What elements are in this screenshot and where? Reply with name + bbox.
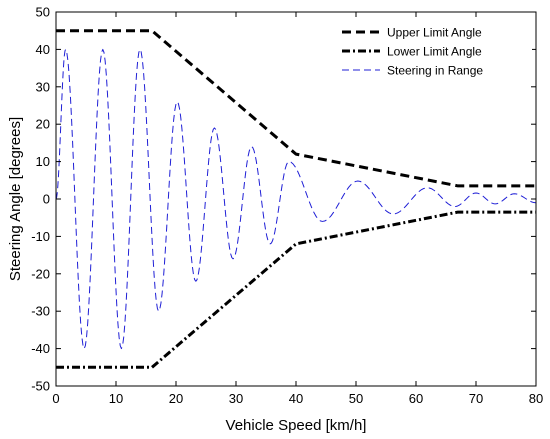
series-layer xyxy=(55,29,537,369)
y-tick-label: -50 xyxy=(31,379,50,394)
x-tick-label: 0 xyxy=(52,391,59,406)
y-tick-label: 10 xyxy=(36,154,50,169)
y-tick-label: -10 xyxy=(31,229,50,244)
tick-layer: 0 10 20 30 40 50 60 70 80 -50 -40 -30 -20 -10 0 10 20 30 4… xyxy=(31,5,543,407)
legend-label: Upper Limit Angle xyxy=(387,26,482,40)
x-tick-label: 10 xyxy=(109,391,123,406)
x-axis-label: Vehicle Speed [km/h] xyxy=(226,417,367,434)
x-tick-label: 70 xyxy=(469,391,483,406)
x-tick-label: 50 xyxy=(349,391,363,406)
y-axis-label: Steering Angle [degrees] xyxy=(7,117,24,281)
y-tick-label: 40 xyxy=(36,42,50,57)
y-tick-label: -30 xyxy=(31,304,50,319)
x-tick-label: 30 xyxy=(229,391,243,406)
x-tick-label: 40 xyxy=(289,391,303,406)
y-tick-label: 0 xyxy=(43,192,50,207)
y-tick-label: -40 xyxy=(31,341,50,356)
y-tick-label: -20 xyxy=(31,266,50,281)
legend-label: Lower Limit Angle xyxy=(387,45,482,59)
legend: Upper Limit Angle Lower Limit Angle Steeri… xyxy=(336,17,532,81)
legend-label: Steering in Range xyxy=(387,64,483,78)
x-tick-label: 20 xyxy=(169,391,183,406)
series-line-upper-limit-angle xyxy=(56,29,536,188)
x-tick-label: 60 xyxy=(409,391,423,406)
y-tick-label: 20 xyxy=(36,117,50,132)
y-tick-label: 30 xyxy=(36,79,50,94)
x-tick-label: 80 xyxy=(529,391,543,406)
y-tick-label: 50 xyxy=(36,5,50,20)
series-line-lower-limit-angle xyxy=(56,210,536,369)
